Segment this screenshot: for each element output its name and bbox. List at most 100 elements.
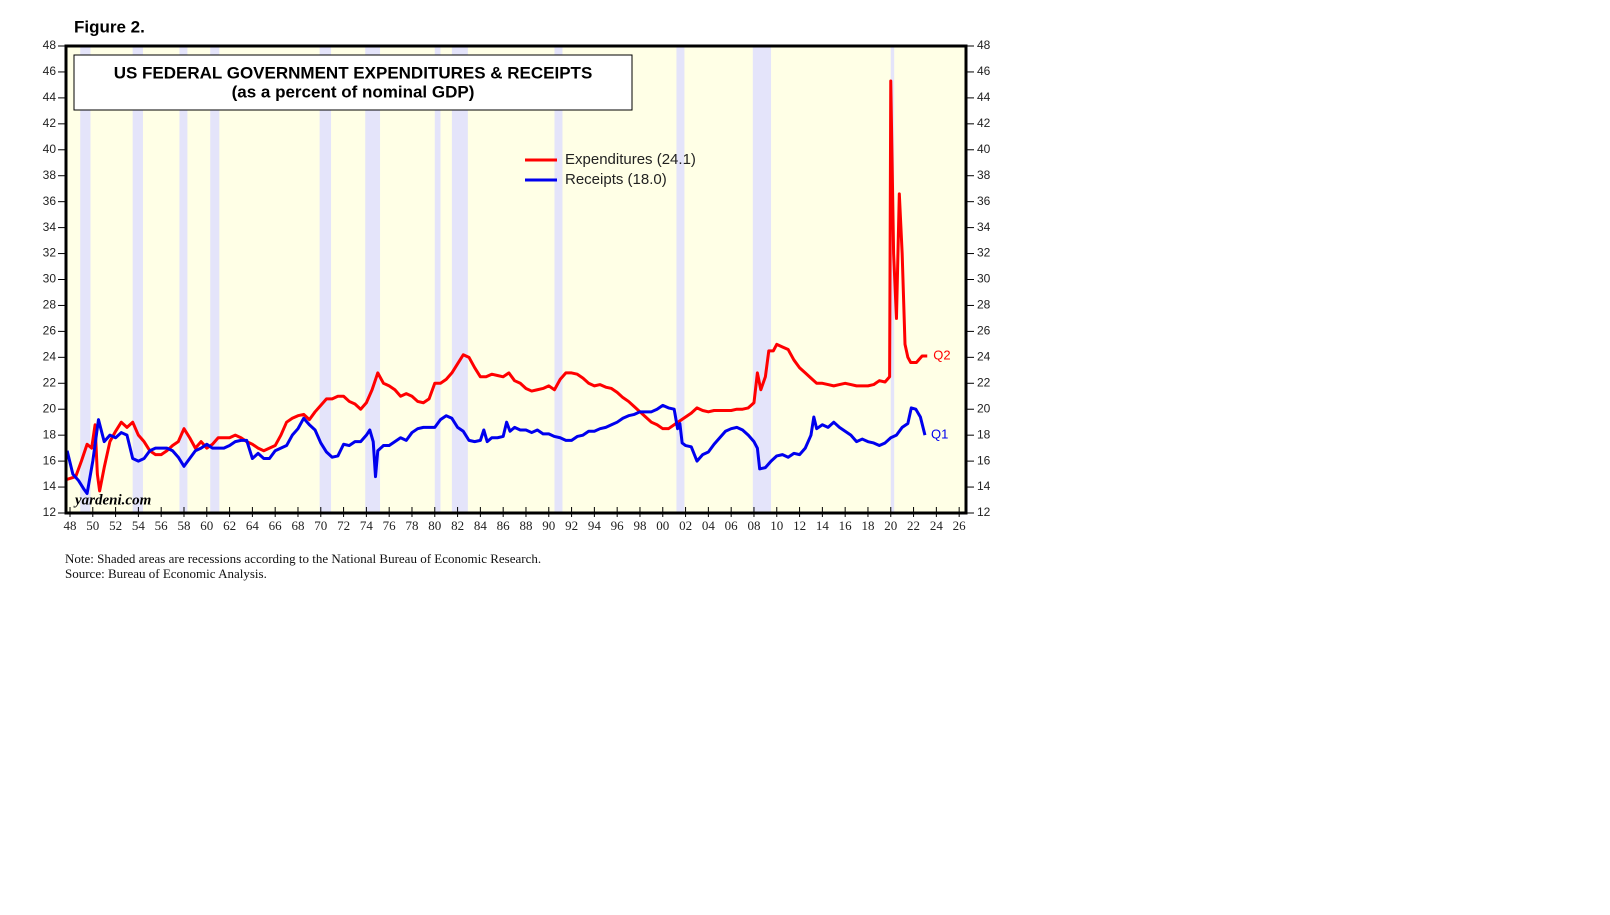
y-tick-label: 18 bbox=[43, 427, 57, 441]
plot-area: 12 12 14 14 16 16 18 18 20 20 22 22 24 24 26 26 28 28 30 30… bbox=[43, 38, 991, 533]
x-tick-label: 90 bbox=[542, 518, 555, 533]
x-tick-label: 62 bbox=[223, 518, 236, 533]
x-tick-label: 00 bbox=[656, 518, 669, 533]
y2-tick-label: 26 bbox=[977, 324, 991, 338]
x-tick-label: 50 bbox=[86, 518, 99, 533]
x-tick-label: 06 bbox=[725, 518, 739, 533]
y-tick-label: 44 bbox=[43, 90, 57, 104]
x-tick-label: 98 bbox=[633, 518, 646, 533]
x-tick-label: 52 bbox=[109, 518, 122, 533]
y2-tick-label: 24 bbox=[977, 350, 991, 364]
y-tick-label: 30 bbox=[43, 272, 57, 286]
y2-tick-label: 42 bbox=[977, 116, 991, 130]
y2-tick-label: 36 bbox=[977, 194, 991, 208]
y-tick-label: 28 bbox=[43, 298, 57, 312]
y-tick-label: 36 bbox=[43, 194, 57, 208]
y-tick-label: 14 bbox=[43, 479, 57, 493]
recession-band bbox=[179, 46, 188, 513]
y2-tick-label: 38 bbox=[977, 168, 991, 182]
y2-tick-label: 18 bbox=[977, 427, 991, 441]
x-tick-label: 84 bbox=[474, 518, 488, 533]
end-label: Q2 bbox=[933, 347, 950, 362]
note: Source: Bureau of Economic Analysis. bbox=[65, 566, 267, 581]
x-tick-label: 54 bbox=[132, 518, 146, 533]
y2-tick-label: 32 bbox=[977, 246, 991, 260]
x-tick-label: 16 bbox=[839, 518, 853, 533]
x-tick-label: 68 bbox=[291, 518, 304, 533]
y-tick-label: 32 bbox=[43, 246, 57, 260]
recession-band bbox=[319, 46, 332, 513]
y2-tick-label: 16 bbox=[977, 453, 991, 467]
y2-tick-label: 44 bbox=[977, 90, 991, 104]
legend-label: Expenditures (24.1) bbox=[565, 151, 696, 168]
x-tick-label: 02 bbox=[679, 518, 692, 533]
y-tick-label: 40 bbox=[43, 142, 57, 156]
recession-band bbox=[80, 46, 91, 513]
y-tick-label: 22 bbox=[43, 375, 57, 389]
x-tick-label: 20 bbox=[884, 518, 897, 533]
x-tick-label: 88 bbox=[519, 518, 532, 533]
y2-tick-label: 48 bbox=[977, 38, 991, 52]
recession-band bbox=[554, 46, 563, 513]
x-tick-label: 60 bbox=[200, 518, 213, 533]
x-tick-label: 12 bbox=[793, 518, 806, 533]
recession-band bbox=[890, 46, 895, 513]
y-tick-label: 20 bbox=[43, 401, 57, 415]
recession-band bbox=[752, 46, 772, 513]
x-tick-label: 64 bbox=[246, 518, 260, 533]
y2-tick-label: 46 bbox=[977, 64, 991, 78]
x-tick-label: 10 bbox=[770, 518, 783, 533]
x-tick-label: 26 bbox=[953, 518, 967, 533]
y-tick-label: 34 bbox=[43, 220, 57, 234]
x-tick-label: 56 bbox=[155, 518, 169, 533]
y2-tick-label: 40 bbox=[977, 142, 991, 156]
y2-tick-label: 14 bbox=[977, 479, 991, 493]
recession-band bbox=[210, 46, 220, 513]
figure-label: Figure 2. bbox=[74, 17, 145, 36]
recession-band bbox=[451, 46, 468, 513]
series-line bbox=[65, 403, 927, 496]
x-tick-label: 66 bbox=[269, 518, 283, 533]
y-tick-label: 48 bbox=[43, 38, 57, 52]
x-tick-label: 70 bbox=[314, 518, 327, 533]
x-tick-label: 14 bbox=[816, 518, 830, 533]
y-tick-label: 12 bbox=[43, 505, 57, 519]
x-tick-label: 18 bbox=[861, 518, 874, 533]
x-tick-label: 58 bbox=[177, 518, 190, 533]
x-tick-label: 48 bbox=[63, 518, 76, 533]
x-tick-label: 82 bbox=[451, 518, 464, 533]
y2-tick-label: 12 bbox=[977, 505, 991, 519]
x-tick-label: 08 bbox=[747, 518, 760, 533]
plot-frame bbox=[64, 44, 968, 515]
y2-tick-label: 20 bbox=[977, 401, 991, 415]
x-tick-label: 78 bbox=[405, 518, 418, 533]
x-tick-label: 96 bbox=[611, 518, 625, 533]
x-tick-label: 22 bbox=[907, 518, 920, 533]
x-tick-label: 24 bbox=[930, 518, 944, 533]
x-tick-label: 74 bbox=[360, 518, 374, 533]
recession-band bbox=[676, 46, 685, 513]
end-label: Q1 bbox=[931, 427, 948, 442]
recession-band bbox=[132, 46, 143, 513]
y2-tick-label: 22 bbox=[977, 375, 991, 389]
x-tick-label: 04 bbox=[702, 518, 716, 533]
y2-tick-label: 30 bbox=[977, 272, 991, 286]
chart-subtitle: (as a percent of nominal GDP) bbox=[232, 82, 475, 101]
title-box bbox=[73, 54, 633, 111]
y-tick-label: 24 bbox=[43, 350, 57, 364]
y2-tick-label: 28 bbox=[977, 298, 991, 312]
x-tick-label: 94 bbox=[588, 518, 602, 533]
source-mark: yardeni.com bbox=[73, 492, 151, 508]
x-tick-label: 86 bbox=[497, 518, 511, 533]
y-tick-label: 26 bbox=[43, 324, 57, 338]
x-tick-label: 72 bbox=[337, 518, 350, 533]
note: Note: Shaded areas are recessions accord… bbox=[65, 551, 541, 566]
legend-label: Receipts (18.0) bbox=[565, 171, 667, 188]
y2-tick-label: 34 bbox=[977, 220, 991, 234]
y-tick-label: 42 bbox=[43, 116, 57, 130]
x-tick-label: 92 bbox=[565, 518, 578, 533]
x-tick-label: 80 bbox=[428, 518, 441, 533]
y-tick-label: 46 bbox=[43, 64, 57, 78]
